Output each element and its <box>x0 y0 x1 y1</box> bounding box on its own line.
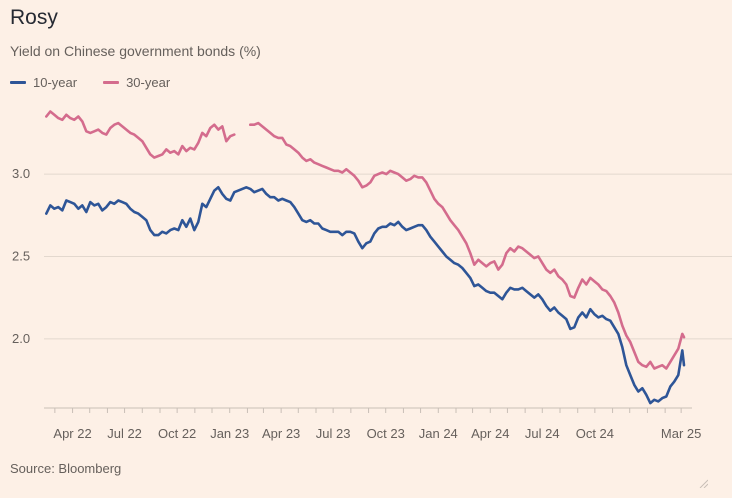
x-tick-label: Jan 23 <box>210 426 249 441</box>
x-tick-label: Oct 22 <box>158 426 196 441</box>
y-tick-label: 3.0 <box>12 166 30 181</box>
legend-label-30-year: 30-year <box>126 75 171 90</box>
legend-item-30-year: 30-year <box>103 75 170 90</box>
source-note: Source: Bloomberg <box>10 461 122 476</box>
y-tick-label: 2.5 <box>12 248 30 263</box>
legend-swatch-30-year <box>103 81 120 84</box>
legend: 10-year 30-year <box>10 75 170 90</box>
x-tick-label: Jul 24 <box>525 426 560 441</box>
x-tick-label: Oct 24 <box>576 426 614 441</box>
x-tick-label: Jan 24 <box>419 426 458 441</box>
chart-title: Rosy <box>10 6 58 29</box>
chart-subtitle: Yield on Chinese government bonds (%) <box>10 43 261 59</box>
legend-swatch-10-year <box>10 81 26 84</box>
x-tick-label: Apr 22 <box>53 426 91 441</box>
series-line-30-year <box>45 110 686 370</box>
x-tick-label: Apr 24 <box>471 426 509 441</box>
x-tick-label: Jul 23 <box>316 426 351 441</box>
x-tick-label: Apr 23 <box>262 426 300 441</box>
x-tick-label: Jul 22 <box>107 426 142 441</box>
legend-item-10-year: 10-year <box>10 75 77 90</box>
resize-handle-icon <box>699 479 708 488</box>
series-line-10-year <box>45 186 686 405</box>
x-tick-label: Mar 25 <box>661 426 701 441</box>
y-tick-label: 2.0 <box>12 331 30 346</box>
legend-label-10-year: 10-year <box>33 75 78 90</box>
x-tick-label: Oct 23 <box>367 426 405 441</box>
